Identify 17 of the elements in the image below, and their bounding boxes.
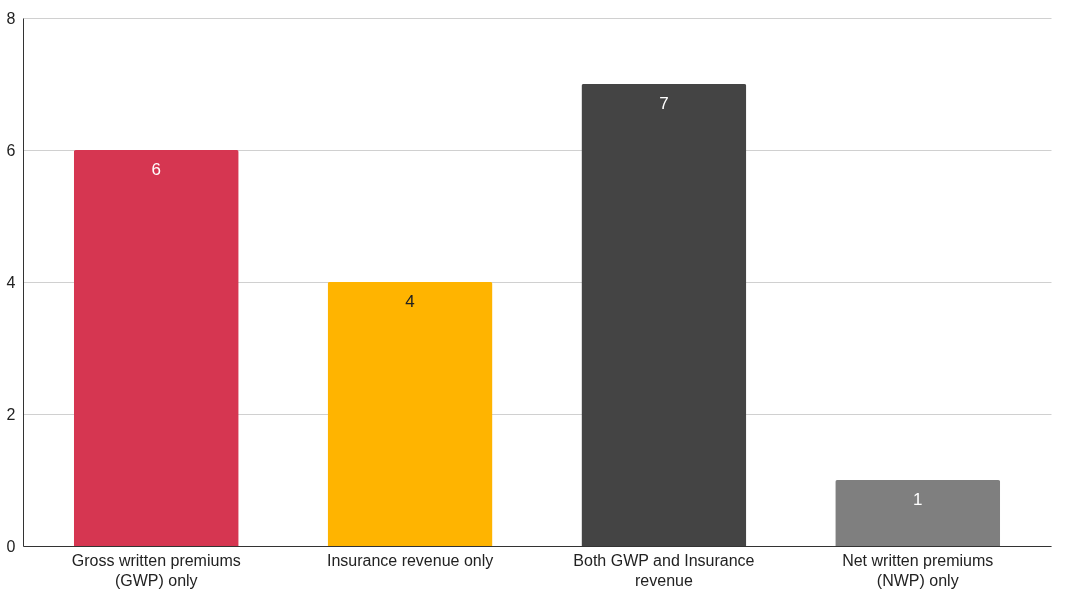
data-label: 4 — [405, 292, 415, 311]
y-tick-label: 6 — [6, 141, 16, 159]
bar — [327, 282, 493, 546]
y-tick-label: 4 — [6, 273, 16, 291]
x-tick-label: Gross written premiums (GWP) only — [71, 551, 241, 589]
data-label: 7 — [659, 94, 669, 113]
y-tick-label: 0 — [6, 537, 16, 555]
x-tick-label: Both GWP and Insurance revenue — [573, 551, 755, 589]
data-label: 6 — [151, 160, 161, 179]
x-tick-label: Net written premiums (NWP) only — [842, 551, 994, 589]
data-label: 1 — [913, 490, 923, 509]
bar — [581, 84, 747, 546]
bar — [835, 480, 1001, 546]
x-tick-label: Insurance revenue only — [326, 551, 494, 569]
y-tick-label: 8 — [6, 9, 16, 27]
bar — [73, 150, 239, 546]
y-tick-label: 2 — [6, 405, 16, 423]
